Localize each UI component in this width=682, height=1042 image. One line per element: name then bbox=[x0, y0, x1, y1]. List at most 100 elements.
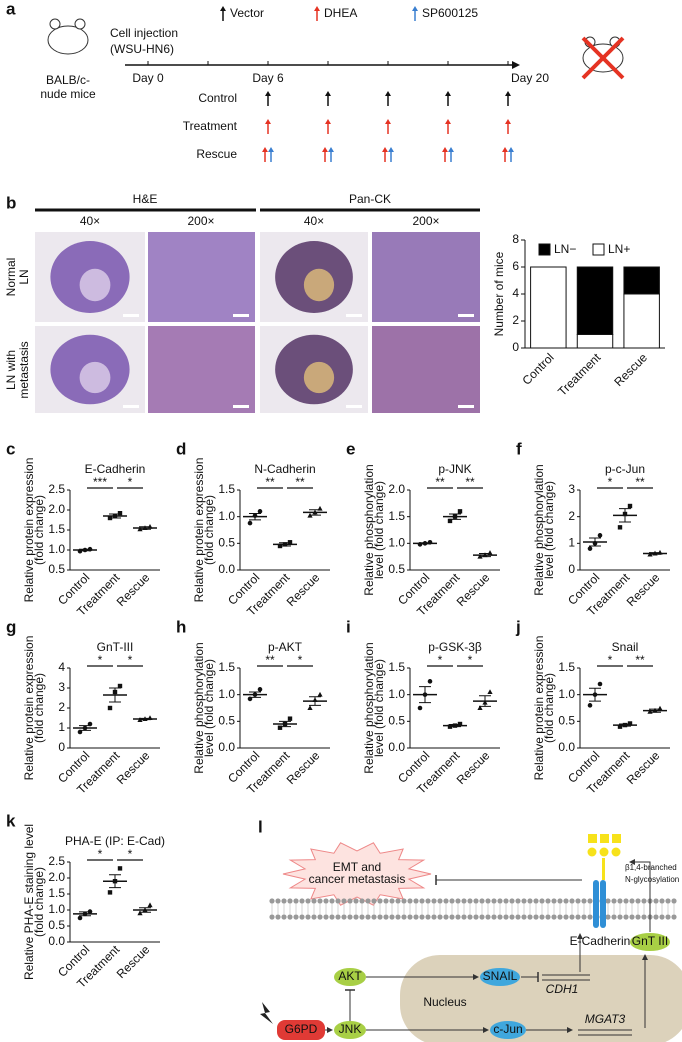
arrow-head bbox=[328, 147, 334, 152]
glyco-text: N-glycosylation bbox=[625, 875, 679, 884]
lipid bbox=[521, 914, 527, 920]
legend-text: DHEA bbox=[324, 6, 357, 20]
lipid bbox=[419, 898, 425, 904]
lipid bbox=[449, 914, 455, 920]
lipid bbox=[497, 914, 503, 920]
lipid bbox=[323, 914, 329, 920]
panel-label: l bbox=[258, 817, 263, 836]
tissue-center bbox=[303, 361, 335, 394]
panel-label: h bbox=[176, 617, 186, 636]
lipid bbox=[335, 898, 341, 904]
point bbox=[257, 687, 263, 692]
bar bbox=[530, 266, 567, 349]
y-tick-label: 0.5 bbox=[48, 562, 65, 576]
glycan bbox=[611, 847, 621, 857]
y-axis-label: level (fold change) bbox=[202, 659, 216, 757]
point bbox=[487, 550, 493, 555]
point bbox=[317, 691, 323, 697]
protein-label: SNAIL bbox=[483, 969, 518, 983]
legend-text: Vector bbox=[230, 6, 264, 20]
arrow-head bbox=[265, 91, 271, 96]
nucleus-label: Nucleus bbox=[423, 995, 466, 1009]
lipid bbox=[437, 914, 443, 920]
lipid bbox=[269, 898, 275, 904]
x-tick-label: Rescue bbox=[114, 942, 153, 981]
arrow-head bbox=[505, 119, 511, 124]
lipid bbox=[587, 898, 593, 904]
injection: Cell injection bbox=[110, 26, 178, 40]
lipid bbox=[671, 898, 677, 904]
emt-burst bbox=[282, 842, 432, 906]
y-tick-label: 0.0 bbox=[48, 934, 65, 948]
e-cadherin bbox=[593, 880, 599, 928]
lipid bbox=[329, 914, 335, 920]
lipid bbox=[653, 898, 659, 904]
y-tick-label: 2 bbox=[512, 313, 519, 327]
point bbox=[247, 520, 253, 526]
significance-label: ** bbox=[635, 653, 645, 667]
glycan bbox=[588, 834, 597, 843]
lipid bbox=[569, 898, 575, 904]
arrow-head bbox=[448, 147, 454, 152]
significance-label: ** bbox=[465, 475, 475, 489]
y-axis-label: (fold change) bbox=[32, 495, 46, 565]
arrow-head bbox=[445, 119, 451, 124]
error-bar bbox=[279, 542, 291, 547]
lipid bbox=[467, 898, 473, 904]
legend-swatch bbox=[592, 243, 605, 256]
significance-label: * bbox=[98, 847, 103, 861]
error-bar bbox=[139, 717, 151, 721]
lipid bbox=[329, 898, 335, 904]
error-bar bbox=[79, 911, 91, 917]
x-tick-label: Rescue bbox=[611, 350, 650, 389]
lipid bbox=[359, 898, 365, 904]
lipid bbox=[497, 898, 503, 904]
chart-title: p-AKT bbox=[268, 640, 303, 654]
lipid bbox=[347, 898, 353, 904]
lipid bbox=[545, 898, 551, 904]
arrow-head bbox=[412, 6, 418, 11]
y-tick-label: 0 bbox=[512, 340, 519, 354]
lipid bbox=[473, 898, 479, 904]
y-axis-label: Number of mice bbox=[492, 251, 506, 336]
arrow-head bbox=[388, 147, 394, 152]
point bbox=[117, 683, 123, 689]
x-tick-label: Rescue bbox=[454, 748, 493, 787]
e-cadherin bbox=[600, 880, 606, 928]
lipid bbox=[341, 898, 347, 904]
lipid bbox=[611, 914, 617, 920]
lipid bbox=[467, 914, 473, 920]
glycan-stem bbox=[602, 858, 605, 880]
y-tick-label: 6 bbox=[512, 259, 519, 273]
y-tick-label: 1.0 bbox=[388, 536, 405, 550]
significance-label: * bbox=[128, 847, 133, 861]
injection: (WSU-HN6) bbox=[110, 42, 174, 56]
magnification: 200× bbox=[412, 214, 439, 228]
y-tick-label: 1.5 bbox=[48, 886, 65, 900]
lipid bbox=[401, 898, 407, 904]
arrow-head bbox=[265, 119, 271, 124]
point bbox=[617, 724, 623, 729]
lipid bbox=[491, 898, 497, 904]
panel-label: j bbox=[515, 617, 521, 636]
membrane bbox=[269, 898, 677, 920]
error-bar bbox=[309, 509, 321, 516]
arrow-head bbox=[385, 91, 391, 96]
chart-title: p-JNK bbox=[438, 462, 471, 476]
point bbox=[107, 705, 113, 711]
point bbox=[107, 890, 113, 895]
y-tick-label: 1.0 bbox=[388, 687, 405, 701]
lipid bbox=[581, 914, 587, 920]
lipid bbox=[353, 914, 359, 920]
y-axis-label: (fold change) bbox=[32, 867, 46, 937]
x-tick-label: Rescue bbox=[114, 570, 153, 609]
arrow-head bbox=[502, 147, 508, 152]
texture bbox=[148, 232, 255, 322]
y-axis-label: Relative protein expression bbox=[22, 458, 36, 603]
y-tick-label: 1 bbox=[58, 720, 65, 734]
point bbox=[447, 518, 453, 524]
lipid bbox=[281, 898, 287, 904]
bar bbox=[623, 266, 660, 295]
y-axis-label: Relative phosphorylation bbox=[362, 642, 376, 773]
lipid bbox=[635, 898, 641, 904]
